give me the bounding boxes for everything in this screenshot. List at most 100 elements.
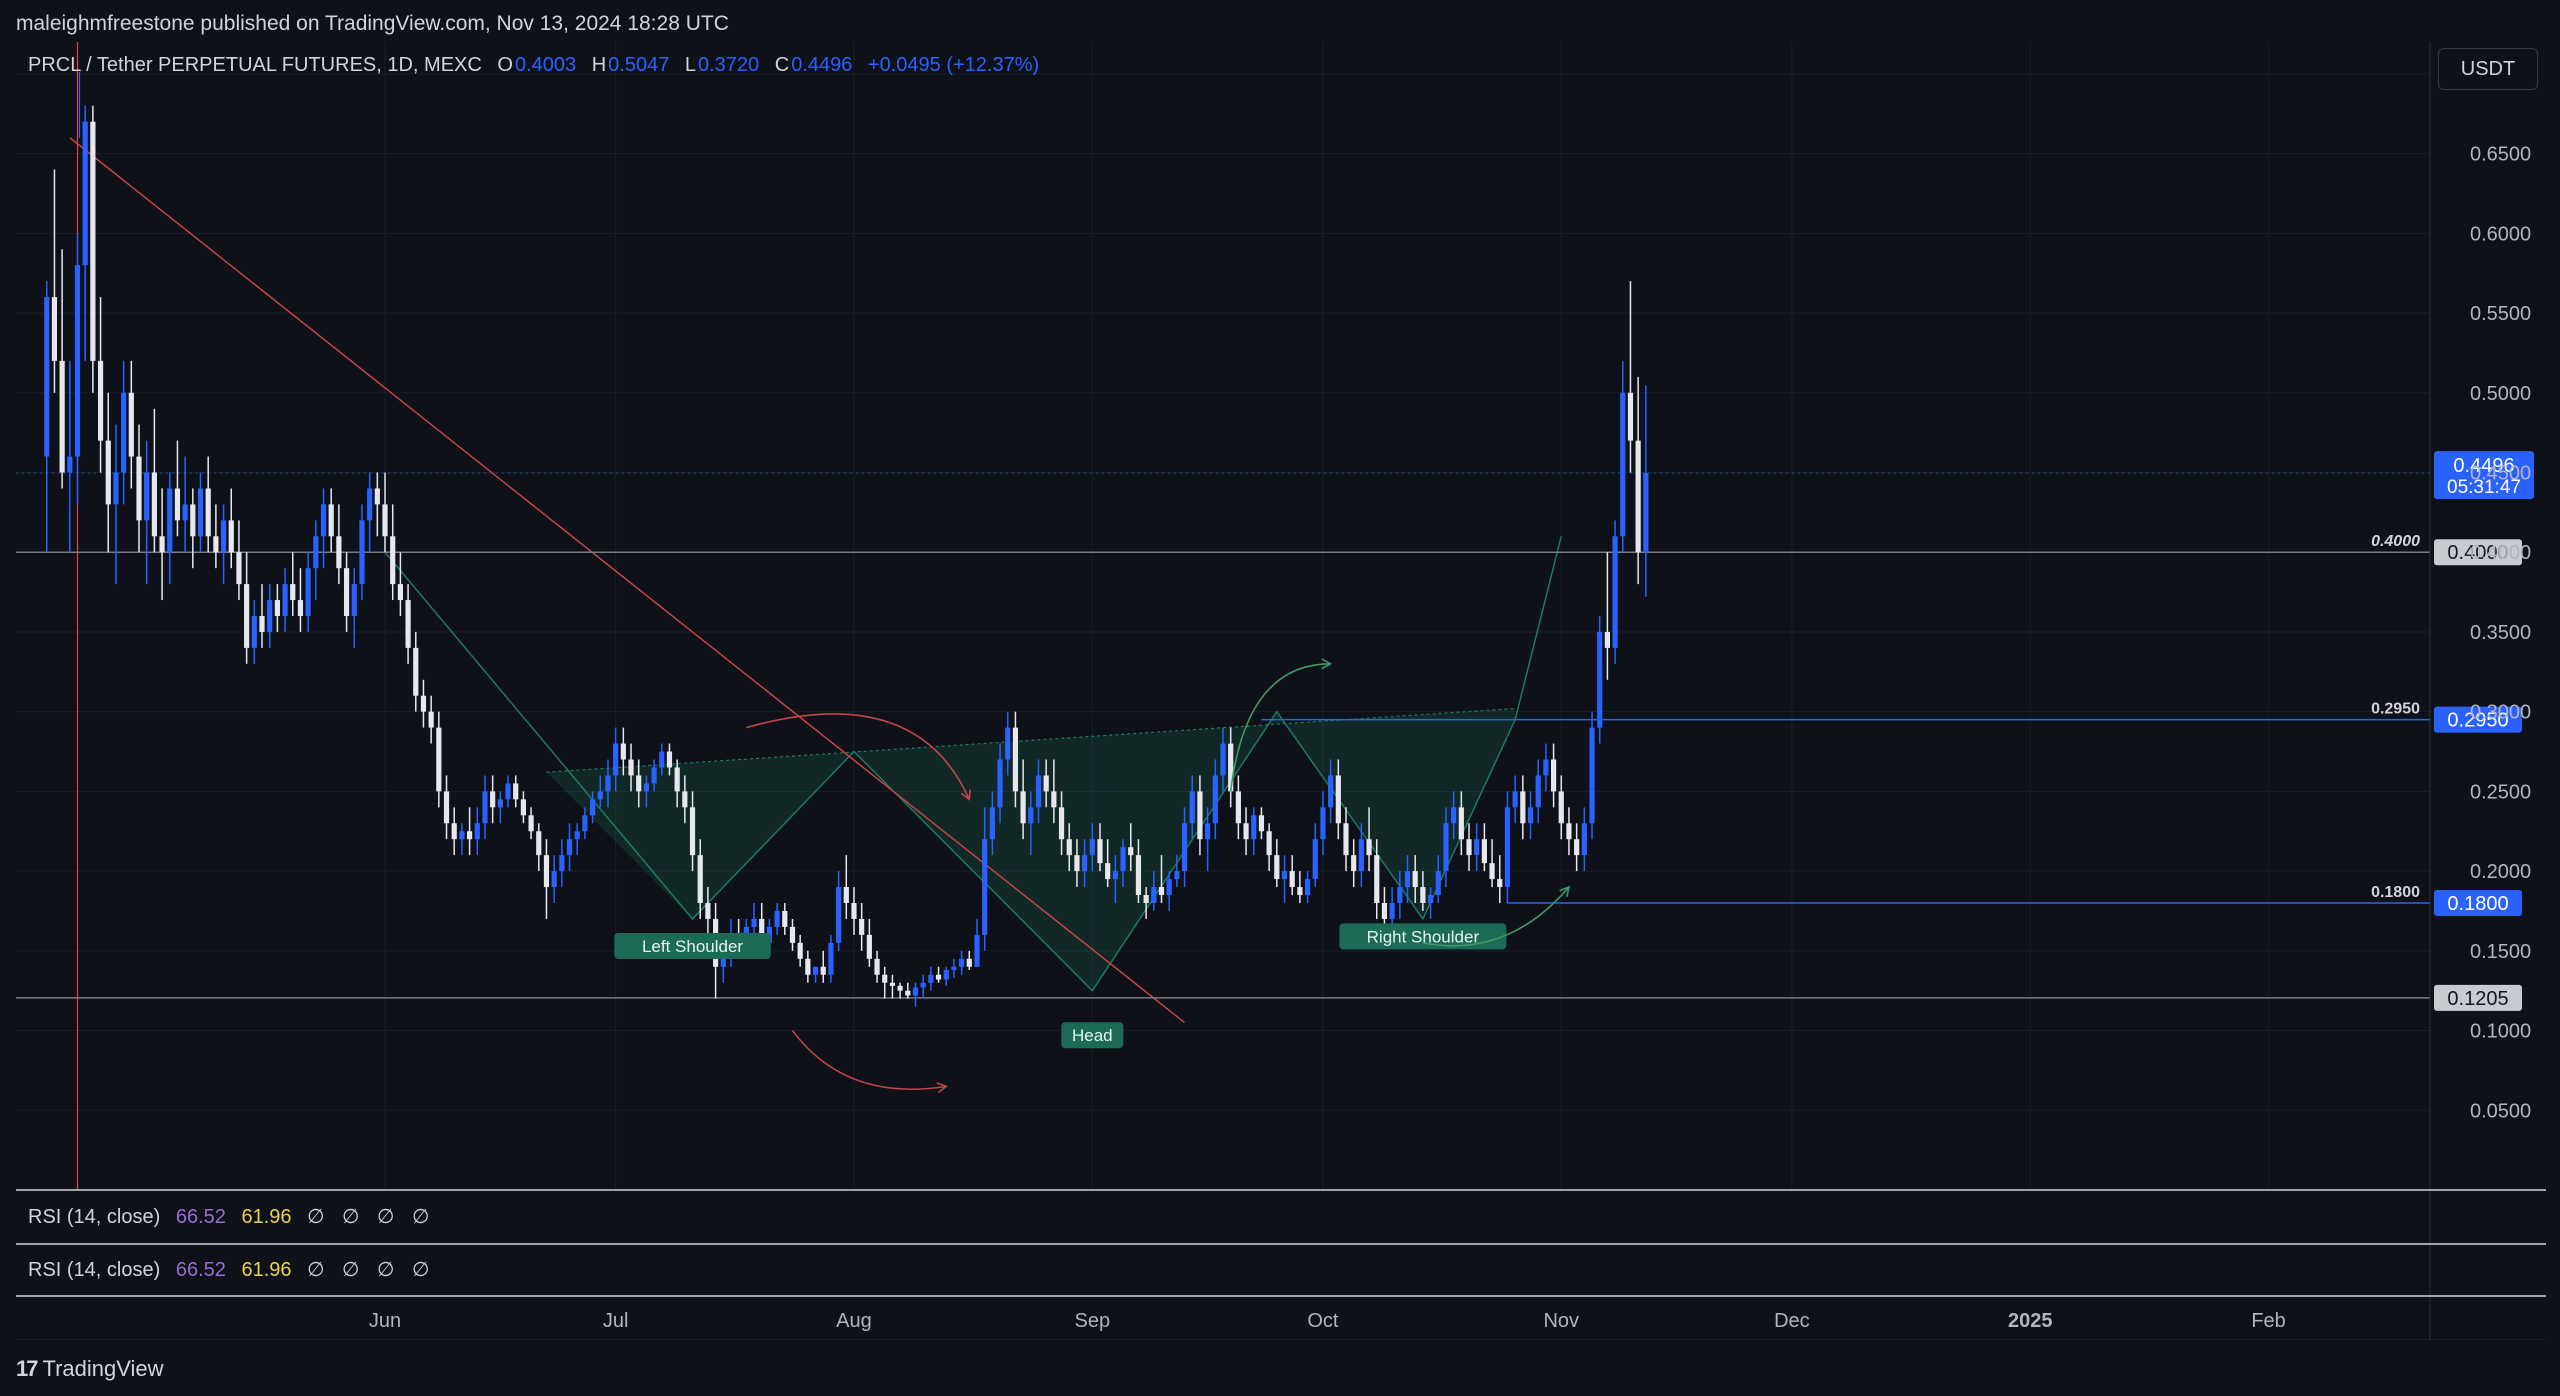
level-price-label: 0.1205	[2447, 988, 2508, 1010]
candle-body	[1035, 775, 1042, 808]
candle-body	[1466, 839, 1472, 856]
candle-body	[1189, 791, 1195, 824]
candle-body	[1550, 759, 1557, 792]
pattern-label-bg	[1339, 923, 1507, 950]
low-value: 0.3720	[698, 54, 760, 76]
y-tick-label: 0.0500	[2470, 1100, 2531, 1122]
candle-body	[1289, 871, 1295, 888]
candle-body	[1635, 440, 1641, 553]
high-label: H	[591, 54, 607, 76]
candle-body	[1497, 879, 1503, 888]
price-chart[interactable]: 0.4000 0.2950 0.1800 0.1205 0.4000 0.2950 0.18…	[0, 0, 2560, 1340]
rsi-value: 66.52	[175, 1259, 226, 1281]
candle-body	[536, 831, 542, 856]
x-tick-label: Jun	[369, 1310, 401, 1332]
candle-body	[1228, 743, 1234, 792]
candle-body	[151, 472, 157, 537]
candle-body	[1158, 887, 1165, 896]
candle-body	[1012, 727, 1019, 792]
candle-body	[613, 743, 619, 776]
candle-body	[236, 552, 242, 585]
candle-body	[1527, 807, 1534, 824]
candle-body	[1143, 895, 1149, 903]
candle-body	[705, 903, 711, 919]
candle-body	[866, 934, 872, 959]
curved-arrow-right	[791, 1030, 947, 1090]
annotations: Left Shoulder Head Right Shoulder	[614, 658, 1571, 1094]
candle-body	[620, 743, 626, 760]
close-value: 0.4496	[791, 54, 853, 76]
rsi-empty-values: ∅ ∅ ∅ ∅	[307, 1206, 436, 1228]
candle-body	[1481, 839, 1487, 864]
x-tick-label: Dec	[1774, 1310, 1810, 1332]
x-tick-label: Nov	[1543, 1310, 1579, 1332]
candle-body	[466, 831, 473, 840]
tradingview-logo[interactable]: 17 TradingView	[16, 1356, 164, 1382]
candle-body	[1581, 823, 1587, 856]
x-tick-label: Sep	[1075, 1310, 1111, 1332]
symbol-name[interactable]: PRCL / Tether PERPETUAL FUTURES, 1D, MEX…	[28, 54, 482, 76]
candle-body	[251, 616, 257, 648]
candle-body	[320, 504, 327, 537]
candle-body	[928, 974, 934, 983]
candle-body	[1558, 791, 1564, 824]
rsi-legend-1[interactable]: RSI (14, close) 66.52 61.96 ∅ ∅ ∅ ∅	[28, 1204, 435, 1229]
candle-body	[1128, 847, 1134, 856]
y-tick-label: 0.6500	[2470, 144, 2531, 166]
candle-body	[605, 775, 611, 792]
candle-body	[1366, 839, 1372, 856]
candle-body	[1435, 871, 1441, 896]
candle-body	[1328, 775, 1334, 808]
candle-body	[682, 791, 688, 808]
candle-body	[1604, 631, 1610, 648]
candle-body	[751, 918, 757, 927]
candle-body	[1205, 823, 1211, 840]
candle-body	[666, 751, 673, 768]
x-tick-label: Jul	[603, 1310, 629, 1332]
candle-body	[1112, 871, 1118, 880]
candle-body	[1174, 871, 1180, 880]
candle-body	[912, 987, 919, 996]
level-line-label: 0.1800	[2371, 884, 2420, 901]
y-tick-label: 0.3500	[2470, 622, 2531, 644]
rsi-legend-2[interactable]: RSI (14, close) 66.52 61.96 ∅ ∅ ∅ ∅	[28, 1257, 435, 1282]
candle-body	[1105, 863, 1111, 880]
candle-body	[51, 297, 58, 361]
candle-body	[812, 966, 819, 975]
candle-body	[643, 783, 650, 792]
candle-body	[551, 871, 557, 888]
candle-body	[989, 807, 995, 840]
candle-body	[267, 600, 273, 632]
candle-body	[1397, 887, 1403, 903]
level-price-label: 0.2950	[2447, 710, 2508, 732]
candle-body	[1474, 839, 1480, 856]
candle-body	[1458, 807, 1464, 840]
candle-body	[90, 121, 96, 361]
candle-body	[789, 926, 796, 943]
candle-body	[1005, 727, 1011, 760]
candle-body	[1074, 855, 1080, 872]
level-price-tag	[2434, 539, 2522, 566]
candle-body	[1535, 775, 1541, 808]
candle-body	[1151, 887, 1157, 903]
currency-button[interactable]: USDT	[2438, 48, 2538, 90]
candle-body	[451, 823, 457, 840]
candle-body	[1566, 823, 1572, 840]
candle-body	[935, 974, 942, 980]
candle-body	[490, 791, 496, 808]
candle-body	[1520, 791, 1526, 824]
candle-body	[1312, 839, 1318, 880]
candle-body	[228, 520, 234, 553]
candle-body	[905, 990, 911, 996]
rsi-ma-value: 61.96	[241, 1259, 292, 1281]
curved-arrow-up-head	[1321, 658, 1333, 670]
symbol-legend: PRCL / Tether PERPETUAL FUTURES, 1D, MEX…	[28, 54, 1041, 77]
candle-body	[82, 121, 88, 266]
level-line-label: 0.4000	[2371, 533, 2420, 550]
candle-body	[597, 791, 603, 800]
level-price-tag	[2434, 984, 2522, 1011]
candle-body	[1235, 791, 1241, 824]
candle-body	[44, 297, 50, 457]
candle-body	[259, 616, 265, 632]
level-price-label: 0.4000	[2447, 542, 2508, 564]
